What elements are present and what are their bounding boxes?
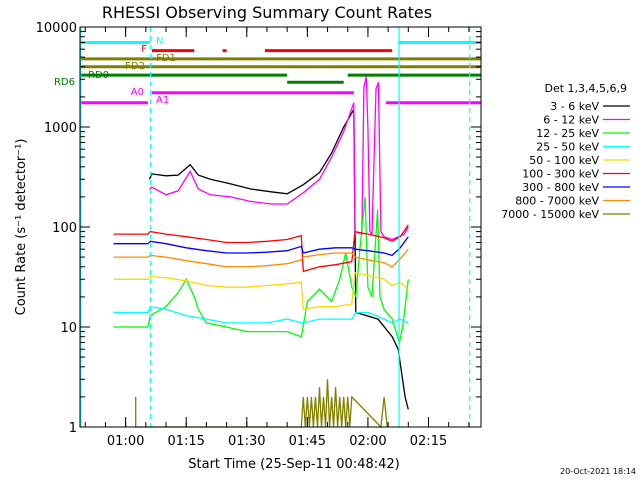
legend-label-2: 6 - 12 keV xyxy=(543,114,599,127)
series-line-4 xyxy=(113,305,409,324)
series-line-1 xyxy=(148,107,409,410)
chart-title: RHESSI Observing Summary Count Rates xyxy=(102,3,432,22)
x-tick-label-3: 01:30 xyxy=(228,434,265,449)
series-line-9 xyxy=(135,379,388,429)
legend-label-7: 300 - 800 keV xyxy=(522,181,599,194)
legend-label-1: 3 - 6 keV xyxy=(550,100,599,113)
legend-label-8: 800 - 7000 keV xyxy=(515,195,599,208)
legend-label-6: 100 - 300 keV xyxy=(522,168,599,181)
y-tick-label-1: 1 xyxy=(69,421,77,436)
x-tick-label-6: 02:15 xyxy=(410,434,447,449)
series-line-8 xyxy=(113,248,409,268)
series-line-5 xyxy=(113,271,409,311)
x-tick-label-1: 01:00 xyxy=(107,434,144,449)
y-tick-label-5: 10000 xyxy=(36,21,77,36)
marker-layer xyxy=(80,27,471,427)
y-tick-label-2: 10 xyxy=(60,321,77,336)
flag-label-6: RD0 xyxy=(88,70,109,81)
flag-label-1: N xyxy=(156,36,163,47)
flag-layer xyxy=(80,40,481,105)
series-layer xyxy=(113,76,409,429)
x-axis-label: Start Time (25-Sep-11 00:48:42) xyxy=(188,457,399,472)
legend-label-4: 25 - 50 keV xyxy=(536,141,599,154)
flag-label-3: FD1 xyxy=(156,53,176,64)
flag-labels: NF FD1 FD2 RD6 RD0 A0 A1 xyxy=(54,36,176,106)
legend-title: Det 1,3,4,5,6,9 xyxy=(544,82,627,95)
legend-label-5: 50 - 100 keV xyxy=(529,154,599,167)
series-line-2 xyxy=(149,76,409,241)
x-tick-label-5: 02:00 xyxy=(349,434,386,449)
flag-label-4: FD2 xyxy=(125,61,145,72)
y-axis: 1 10 100 1000 10000 xyxy=(36,21,481,436)
footer-timestamp: 20-Oct-2021 18:14 xyxy=(560,467,636,476)
x-tick-label-4: 01:45 xyxy=(289,434,326,449)
legend-label-9: 7000 - 15000 keV xyxy=(501,208,599,221)
series-line-3 xyxy=(113,196,409,346)
x-axis: 01:00 01:15 01:30 01:45 02:00 02:15 xyxy=(84,27,470,449)
y-tick-label-4: 1000 xyxy=(44,121,77,136)
flag-label-8: A1 xyxy=(156,95,169,106)
x-tick-label-2: 01:15 xyxy=(167,434,204,449)
y-tick-label-3: 100 xyxy=(52,221,77,236)
flag-label-2: F xyxy=(141,44,147,55)
flag-label-7: A0 xyxy=(131,87,144,98)
flag-label-5: RD6 xyxy=(54,77,75,88)
legend-label-3: 12 - 25 keV xyxy=(536,127,599,140)
series-line-6 xyxy=(113,224,409,273)
series-line-7 xyxy=(113,236,409,257)
y-axis-label: Count Rate (s⁻¹ detector⁻¹) xyxy=(14,139,29,316)
